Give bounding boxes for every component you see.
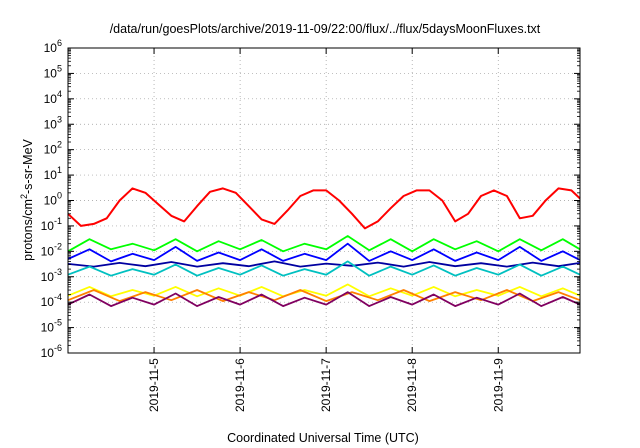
y-tick-label: 10-6 [41, 343, 62, 360]
y-tick-base: 10 [41, 321, 55, 335]
y-tick-base: 10 [44, 168, 58, 182]
y-tick-exp: 2 [57, 140, 62, 150]
y-tick-base: 10 [44, 117, 58, 131]
x-tick-label: 2019-11-8 [405, 358, 419, 412]
y-tick-label: 10-1 [41, 216, 62, 233]
y-tick-base: 10 [41, 219, 55, 233]
chart-title: /data/run/goesPlots/archive/2019-11-09/2… [110, 22, 541, 36]
y-tick-exp: 1 [57, 165, 62, 175]
y-tick-exp: 3 [57, 114, 62, 124]
y-tick-exp: 0 [57, 191, 62, 201]
y-tick-label: 100 [44, 191, 62, 208]
y-tick-label: 10-4 [41, 292, 62, 309]
y-tick-exp: 5 [57, 63, 62, 73]
series-line-1 [67, 187, 581, 230]
y-tick-base: 10 [44, 41, 58, 55]
series-line-7 [67, 289, 581, 303]
x-tick-label: 2019-11-5 [147, 358, 161, 412]
series-line-4 [67, 260, 581, 268]
y-tick-exp: 6 [57, 38, 62, 48]
x-axis-label: Coordinated Universal Time (UTC) [227, 431, 419, 445]
x-tick-label: 2019-11-7 [319, 358, 333, 412]
y-tick-base: 10 [41, 295, 55, 309]
y-tick-label: 105 [44, 63, 62, 80]
y-tick-label: 103 [44, 114, 62, 131]
y-tick-label: 10-5 [41, 318, 62, 335]
y-tick-label: 102 [44, 140, 62, 157]
y-tick-base: 10 [41, 346, 55, 360]
x-tick-label: 2019-11-9 [491, 358, 505, 412]
y-tick-base: 10 [44, 66, 58, 80]
y-tick-label: 106 [44, 38, 62, 55]
y-axis-label-sup: 2 [19, 194, 29, 199]
y-tick-exp: -5 [54, 318, 62, 328]
y-tick-label: 101 [44, 165, 62, 182]
y-axis-label: protons/cm2-s-sr-MeV [19, 138, 35, 260]
y-axis-label-suffix: -s-sr-MeV [21, 138, 35, 194]
y-tick-exp: -1 [54, 216, 62, 226]
y-tick-base: 10 [44, 194, 58, 208]
y-axis: 10-610-510-410-310-210-11001011021031041… [41, 38, 580, 360]
y-tick-exp: -3 [54, 267, 62, 277]
x-tick-label: 2019-11-6 [233, 358, 247, 412]
y-tick-base: 10 [41, 244, 55, 258]
y-tick-label: 10-3 [41, 267, 62, 284]
series-group [67, 187, 581, 308]
y-axis-label-prefix: protons/cm [21, 199, 35, 261]
y-tick-exp: -6 [54, 343, 62, 353]
y-tick-label: 104 [44, 89, 62, 106]
y-tick-exp: -2 [54, 241, 62, 251]
y-tick-base: 10 [44, 92, 58, 106]
y-tick-exp: -4 [54, 292, 62, 302]
y-tick-exp: 4 [57, 89, 62, 99]
y-tick-label: 10-2 [41, 241, 62, 258]
series-line-5 [67, 260, 581, 277]
series-line-8 [67, 291, 581, 308]
y-tick-base: 10 [44, 143, 58, 157]
series-line-2 [67, 235, 581, 253]
y-tick-base: 10 [41, 270, 55, 284]
x-axis: 2019-11-5 2019-11-6 2019-11-7 2019-11-8 2019… [147, 48, 505, 412]
series-line-3 [67, 242, 581, 263]
